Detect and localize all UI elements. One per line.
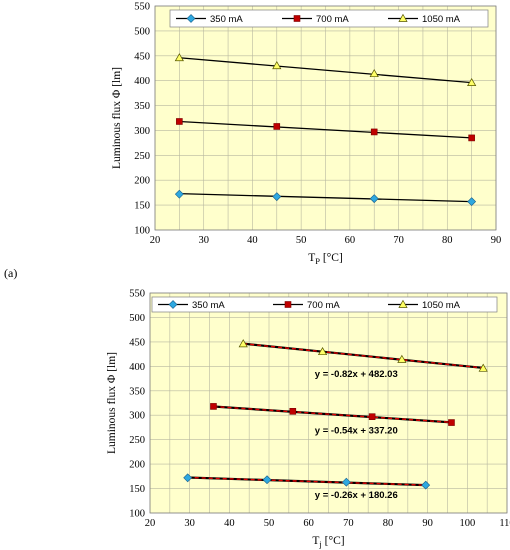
data-point <box>341 477 351 487</box>
trendline <box>179 120 472 139</box>
data-point <box>369 194 379 204</box>
x-tick-label: 80 <box>442 235 453 246</box>
data-point <box>273 123 281 130</box>
trendline <box>179 57 472 84</box>
legend-label: 1050 mA <box>422 14 461 25</box>
x-tick-label: 70 <box>393 235 404 246</box>
data-point <box>183 473 193 483</box>
legend-marker <box>186 14 196 23</box>
trend-equation: y = -0.82x + 482.03 <box>315 369 398 380</box>
x-tick-label: 30 <box>184 518 195 529</box>
y-tick-label: 350 <box>129 386 145 397</box>
y-tick-label: 350 <box>134 101 150 112</box>
data-point <box>478 363 488 372</box>
x-tick-label: 50 <box>264 518 275 529</box>
data-point <box>174 189 184 199</box>
legend-box <box>169 9 489 28</box>
trendline-dash <box>187 476 426 486</box>
chart-bottom: 100 150 200 250 300 350 400 450 500 550 20 30 40 50 60… <box>106 289 510 550</box>
legend-marker <box>398 13 408 22</box>
data-point <box>272 61 282 70</box>
trend-equation: y = -0.54x + 337.20 <box>315 425 398 436</box>
trendline <box>179 193 472 203</box>
y-tick-label: 200 <box>129 460 145 471</box>
y-tick-label: 450 <box>134 51 150 62</box>
legend-marker <box>398 299 408 308</box>
data-point <box>369 68 379 78</box>
x-axis-label: TP [°C] <box>308 252 343 266</box>
trendline-dash <box>213 405 452 424</box>
data-point <box>272 192 282 202</box>
x-tick-label: 80 <box>383 518 394 529</box>
data-point <box>421 480 431 490</box>
y-tick-label: 100 <box>134 226 150 237</box>
x-tick-label: 50 <box>296 235 307 246</box>
y-tick-label: 450 <box>129 337 145 348</box>
x-tick-label: 40 <box>224 518 235 529</box>
panel-label-a: (a) <box>4 266 17 280</box>
chart-top: 100 150 200 250 300 350 400 450 500 550 20 30 40 50 60… <box>111 2 501 267</box>
x-tick-label: 60 <box>303 518 314 529</box>
legend-label: 700 mA <box>307 300 340 311</box>
data-point <box>176 118 183 125</box>
trendline-dash <box>243 342 484 369</box>
y-axis-label: Luminous flux Φ [lm] <box>111 67 123 169</box>
data-point <box>467 77 477 87</box>
legend-label: 1050 mA <box>422 300 461 311</box>
x-tick-label: 40 <box>247 235 258 246</box>
y-tick-label: 400 <box>129 362 145 373</box>
x-tick-label: 60 <box>345 235 356 246</box>
legend-marker <box>284 301 292 308</box>
x-axis-label: Tj [°C] <box>312 535 344 549</box>
data-point <box>467 197 477 207</box>
y-tick-label: 500 <box>129 313 145 324</box>
y-tick-label: 200 <box>134 176 150 187</box>
x-tick-label: 70 <box>343 518 354 529</box>
data-point <box>448 419 455 426</box>
trend-equation: y = -0.26x + 180.26 <box>315 490 398 501</box>
y-tick-label: 300 <box>129 411 145 422</box>
y-tick-label: 150 <box>134 201 150 212</box>
x-tick-label: 20 <box>150 235 161 246</box>
y-tick-label: 250 <box>134 151 150 162</box>
x-tick-label: 110 <box>499 518 510 529</box>
legend-label: 350 mA <box>192 300 225 311</box>
y-tick-label: 400 <box>134 76 150 87</box>
y-tick-label: 150 <box>129 484 145 495</box>
y-axis-label: Luminous flux Φ [lm] <box>106 352 118 454</box>
y-tick-label: 550 <box>129 289 145 300</box>
data-point <box>397 354 407 363</box>
x-tick-label: 20 <box>145 518 156 529</box>
data-point <box>174 53 184 62</box>
data-point <box>238 339 248 348</box>
data-point <box>368 413 376 420</box>
x-tick-label: 30 <box>198 235 209 246</box>
x-tick-label: 90 <box>491 235 502 246</box>
legend-label: 700 mA <box>316 14 349 25</box>
legend-label: 350 mA <box>210 14 243 25</box>
plot-border <box>154 5 497 231</box>
x-tick-label: 90 <box>422 518 433 529</box>
data-point <box>370 128 378 136</box>
y-tick-label: 100 <box>129 509 145 520</box>
plot-border <box>149 292 508 514</box>
y-tick-label: 300 <box>134 126 150 137</box>
legend-marker <box>168 300 178 309</box>
data-point <box>468 134 475 142</box>
data-point <box>317 346 328 356</box>
legend-box <box>151 296 498 313</box>
y-tick-label: 550 <box>134 2 150 13</box>
x-tick-label: 100 <box>459 518 475 529</box>
data-point <box>210 403 217 410</box>
data-point <box>262 475 272 485</box>
legend-marker <box>293 15 301 22</box>
data-point <box>289 408 297 415</box>
y-tick-label: 500 <box>134 26 150 37</box>
y-tick-label: 250 <box>129 435 145 446</box>
